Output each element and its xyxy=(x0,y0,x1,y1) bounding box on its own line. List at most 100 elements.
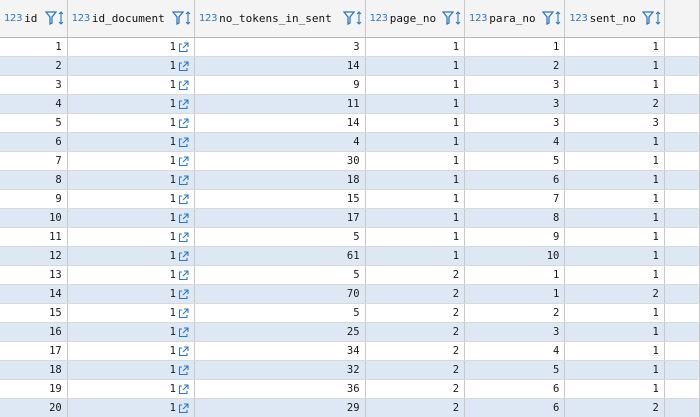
cell-sent-no[interactable]: 1 xyxy=(564,56,665,76)
cell-id[interactable]: 8 xyxy=(0,170,68,190)
cell-sent-no[interactable]: 1 xyxy=(564,265,665,285)
external-link-icon[interactable] xyxy=(178,231,189,243)
cell-overflow[interactable] xyxy=(664,360,700,380)
external-link-icon[interactable] xyxy=(178,326,189,338)
cell-id-document[interactable]: 1 xyxy=(67,94,195,114)
cell-id[interactable]: 12 xyxy=(0,246,68,266)
filter-icon[interactable] xyxy=(171,11,184,25)
external-link-icon[interactable] xyxy=(178,345,189,357)
cell-para-no[interactable]: 10 xyxy=(464,246,566,266)
external-link-icon[interactable] xyxy=(178,136,189,148)
cell-no-tokens-in-sent[interactable]: 61 xyxy=(194,246,366,266)
cell-overflow[interactable] xyxy=(664,75,700,95)
cell-no-tokens-in-sent[interactable]: 18 xyxy=(194,170,366,190)
external-link-icon[interactable] xyxy=(178,41,189,53)
cell-id[interactable]: 7 xyxy=(0,151,68,171)
column-header-id-document[interactable]: 123 id_document xyxy=(67,0,195,38)
sort-icon[interactable] xyxy=(455,11,461,25)
cell-id-document[interactable]: 1 xyxy=(67,265,195,285)
cell-id[interactable]: 9 xyxy=(0,189,68,209)
cell-id-document[interactable]: 1 xyxy=(67,208,195,228)
cell-sent-no[interactable]: 1 xyxy=(564,227,665,247)
cell-page-no[interactable]: 1 xyxy=(365,75,466,95)
cell-page-no[interactable]: 1 xyxy=(365,37,466,57)
cell-no-tokens-in-sent[interactable]: 15 xyxy=(194,189,366,209)
cell-overflow[interactable] xyxy=(664,341,700,361)
cell-id-document[interactable]: 1 xyxy=(67,132,195,152)
cell-id-document[interactable]: 1 xyxy=(67,151,195,171)
cell-sent-no[interactable]: 1 xyxy=(564,360,665,380)
cell-sent-no[interactable]: 2 xyxy=(564,398,665,417)
cell-overflow[interactable] xyxy=(664,208,700,228)
cell-id-document[interactable]: 1 xyxy=(67,113,195,133)
cell-para-no[interactable]: 4 xyxy=(464,341,566,361)
cell-id[interactable]: 2 xyxy=(0,56,68,76)
cell-para-no[interactable]: 9 xyxy=(464,227,566,247)
cell-id-document[interactable]: 1 xyxy=(67,189,195,209)
cell-page-no[interactable]: 1 xyxy=(365,246,466,266)
cell-id-document[interactable]: 1 xyxy=(67,75,195,95)
cell-page-no[interactable]: 1 xyxy=(365,151,466,171)
cell-no-tokens-in-sent[interactable]: 32 xyxy=(194,360,366,380)
sort-icon[interactable] xyxy=(58,11,64,25)
cell-overflow[interactable] xyxy=(664,132,700,152)
cell-id[interactable]: 10 xyxy=(0,208,68,228)
table-row[interactable]: 9 1 15 1 7 1 xyxy=(0,189,700,209)
cell-id-document[interactable]: 1 xyxy=(67,246,195,266)
external-link-icon[interactable] xyxy=(178,402,189,414)
cell-id[interactable]: 20 xyxy=(0,398,68,417)
external-link-icon[interactable] xyxy=(178,98,189,110)
cell-sent-no[interactable]: 1 xyxy=(564,341,665,361)
table-row[interactable]: 7 1 30 1 5 1 xyxy=(0,151,700,171)
table-row[interactable]: 18 1 32 2 5 1 xyxy=(0,360,700,380)
cell-no-tokens-in-sent[interactable]: 3 xyxy=(194,37,366,57)
cell-para-no[interactable]: 5 xyxy=(464,360,566,380)
external-link-icon[interactable] xyxy=(178,364,189,376)
cell-page-no[interactable]: 1 xyxy=(365,189,466,209)
cell-no-tokens-in-sent[interactable]: 9 xyxy=(194,75,366,95)
cell-id[interactable]: 11 xyxy=(0,227,68,247)
table-row[interactable]: 16 1 25 2 3 1 xyxy=(0,322,700,342)
table-row[interactable]: 8 1 18 1 6 1 xyxy=(0,170,700,190)
column-header-page-no[interactable]: 123 page_no xyxy=(365,0,466,38)
cell-id-document[interactable]: 1 xyxy=(67,379,195,399)
table-row[interactable]: 2 1 14 1 2 1 xyxy=(0,56,700,76)
cell-overflow[interactable] xyxy=(664,246,700,266)
cell-no-tokens-in-sent[interactable]: 5 xyxy=(194,227,366,247)
cell-no-tokens-in-sent[interactable]: 14 xyxy=(194,113,366,133)
cell-page-no[interactable]: 1 xyxy=(365,208,466,228)
cell-id-document[interactable]: 1 xyxy=(67,37,195,57)
cell-id[interactable]: 19 xyxy=(0,379,68,399)
cell-page-no[interactable]: 1 xyxy=(365,56,466,76)
cell-page-no[interactable]: 2 xyxy=(365,360,466,380)
sort-icon[interactable] xyxy=(555,11,561,25)
cell-id[interactable]: 13 xyxy=(0,265,68,285)
cell-id-document[interactable]: 1 xyxy=(67,56,195,76)
filter-icon[interactable] xyxy=(44,11,57,25)
cell-sent-no[interactable]: 2 xyxy=(564,284,665,304)
external-link-icon[interactable] xyxy=(178,288,189,300)
cell-no-tokens-in-sent[interactable]: 5 xyxy=(194,303,366,323)
sort-icon[interactable] xyxy=(655,11,661,25)
cell-overflow[interactable] xyxy=(664,113,700,133)
cell-page-no[interactable]: 2 xyxy=(365,379,466,399)
cell-sent-no[interactable]: 2 xyxy=(564,94,665,114)
cell-overflow[interactable] xyxy=(664,227,700,247)
cell-overflow[interactable] xyxy=(664,94,700,114)
cell-overflow[interactable] xyxy=(664,151,700,171)
cell-id-document[interactable]: 1 xyxy=(67,284,195,304)
cell-para-no[interactable]: 5 xyxy=(464,151,566,171)
cell-no-tokens-in-sent[interactable]: 11 xyxy=(194,94,366,114)
cell-para-no[interactable]: 3 xyxy=(464,94,566,114)
cell-overflow[interactable] xyxy=(664,56,700,76)
cell-id[interactable]: 16 xyxy=(0,322,68,342)
cell-id[interactable]: 5 xyxy=(0,113,68,133)
cell-para-no[interactable]: 2 xyxy=(464,56,566,76)
cell-para-no[interactable]: 8 xyxy=(464,208,566,228)
external-link-icon[interactable] xyxy=(178,307,189,319)
external-link-icon[interactable] xyxy=(178,60,189,72)
column-header-id[interactable]: 123 id xyxy=(0,0,68,38)
external-link-icon[interactable] xyxy=(178,212,189,224)
